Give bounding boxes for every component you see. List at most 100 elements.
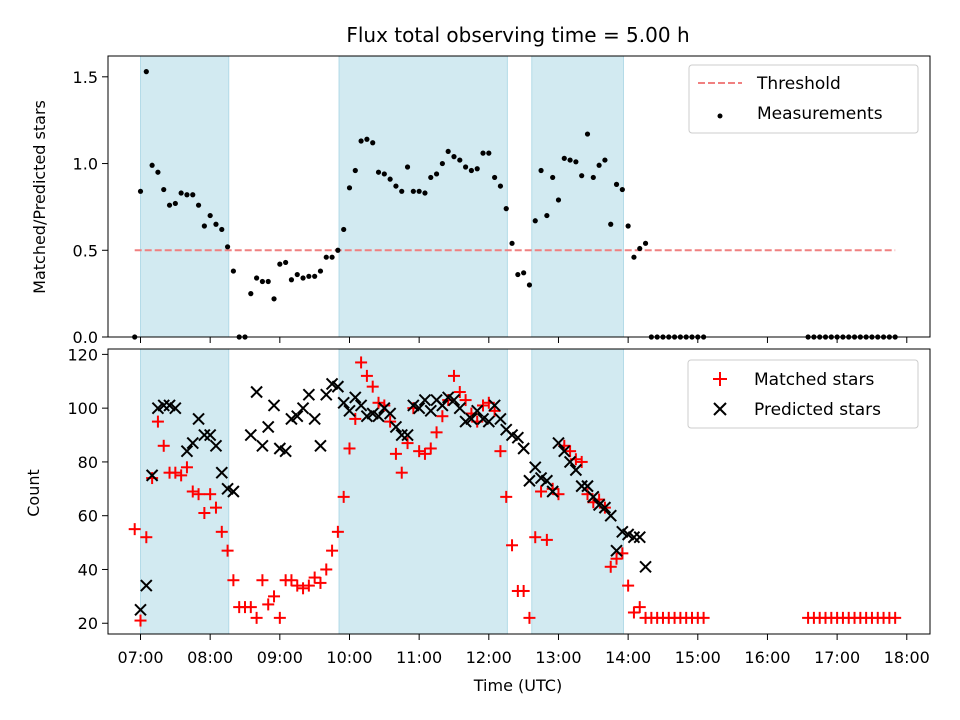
ratio-legend: Threshold Measurements [688,64,919,134]
predicted-point [482,415,496,428]
count-legend: Matched stars Predicted stars [687,359,919,429]
legend-predicted-swatch [713,402,727,416]
predicted-point-b [436,399,449,412]
predicted-point-b [267,399,281,412]
predicted-point [209,439,223,452]
predicted-point-b [250,385,263,399]
matched-point [169,466,182,479]
predicted-point-b [296,401,310,415]
matched-point [413,445,426,458]
measurement-point [137,188,144,194]
matched-point [198,507,211,520]
matched-point [221,544,234,557]
matched-point [360,369,373,382]
predicted-point [337,396,350,409]
measurement-point [538,167,544,174]
matched-point [622,579,635,592]
matched-point [256,574,269,587]
measurement-point [370,140,376,146]
measurement-point [224,244,231,250]
predicted-point [256,439,269,452]
matched-point [459,394,472,407]
predicted-point-b [552,436,565,450]
measurement-point [317,268,324,274]
predicted-point [488,399,501,412]
legend-matched-swatch [713,372,727,386]
y-tick-label: 60 [78,507,98,526]
measurement-point [271,296,277,302]
predicted-point-b [215,466,228,479]
measurement-point [387,176,393,182]
matched-point [389,447,402,460]
predicted-point-b [540,474,554,487]
matched-point [418,447,431,460]
predicted-point-b [192,412,205,426]
predicted-point [296,401,310,415]
predicted-point-b [604,509,617,522]
predicted-point-b [308,412,321,426]
measurement-point [254,275,260,281]
matched-point [262,598,275,611]
predicted-point [267,399,281,412]
measurement-point [335,247,341,253]
predicted-point-b [465,412,478,426]
measurement-point [457,157,463,163]
matched-point [366,380,379,393]
measurement-point [195,202,202,208]
legend-measurements-label: Measurements [757,104,883,124]
measurement-point [283,259,289,266]
x-tick-label: 15:00 [675,648,721,667]
matched-point [186,485,199,498]
shaded-interval [338,55,508,338]
legend-measurements-swatch [717,113,723,119]
matched-point [244,601,257,614]
matched-point [540,533,553,546]
count-x-ticks: 07:00 08:00 09:00 10:00 11:00 12:00 13:00 14:00… [117,634,930,667]
measurement-point [364,136,370,142]
predicted-point-b [262,420,275,434]
measurement-point [422,190,428,196]
predicted-point-b [616,525,629,539]
measurement-point [346,185,353,191]
x-tick-label: 16:00 [744,648,790,667]
matched-point [157,439,170,452]
y-tick-label: 20 [78,614,98,633]
x-tick-label: 12:00 [466,648,512,667]
matched-point [343,442,356,455]
measurement-point [509,240,515,246]
predicted-point-b [587,490,600,504]
measurement-point [544,212,550,219]
y-tick-label: 1.5 [73,68,98,87]
count-x-axis-label: Time (UTC) [473,676,562,695]
predicted-point [180,444,194,458]
measurement-point [433,171,440,177]
predicted-point [598,501,612,514]
y-tick-label: 100 [67,399,98,418]
measurement-point [497,183,504,189]
shaded-interval [338,348,508,635]
measurement-point [352,167,358,174]
measurement-point [381,171,387,177]
matched-point [506,539,519,552]
measurement-point [579,173,585,179]
predicted-point [262,420,275,434]
predicted-point-b [639,560,652,573]
x-tick-label: 09:00 [257,648,303,667]
predicted-point-b [134,603,147,617]
matched-point [209,501,222,514]
predicted-point [227,485,240,498]
predicted-point [412,401,426,415]
measurement-point [155,169,161,175]
matched-point [337,490,350,503]
predicted-point-b [441,391,455,404]
count-axes-frame [107,348,931,635]
legend-matched-label: Matched stars [754,370,874,390]
matched-point [180,461,193,474]
measurement-point [329,254,335,260]
measurement-point [503,206,509,212]
predicted-point [279,444,292,458]
measurement-point [288,277,295,283]
predicted-point [552,436,565,450]
legend-threshold-label: Threshold [756,74,841,94]
measurement-point [445,148,451,155]
